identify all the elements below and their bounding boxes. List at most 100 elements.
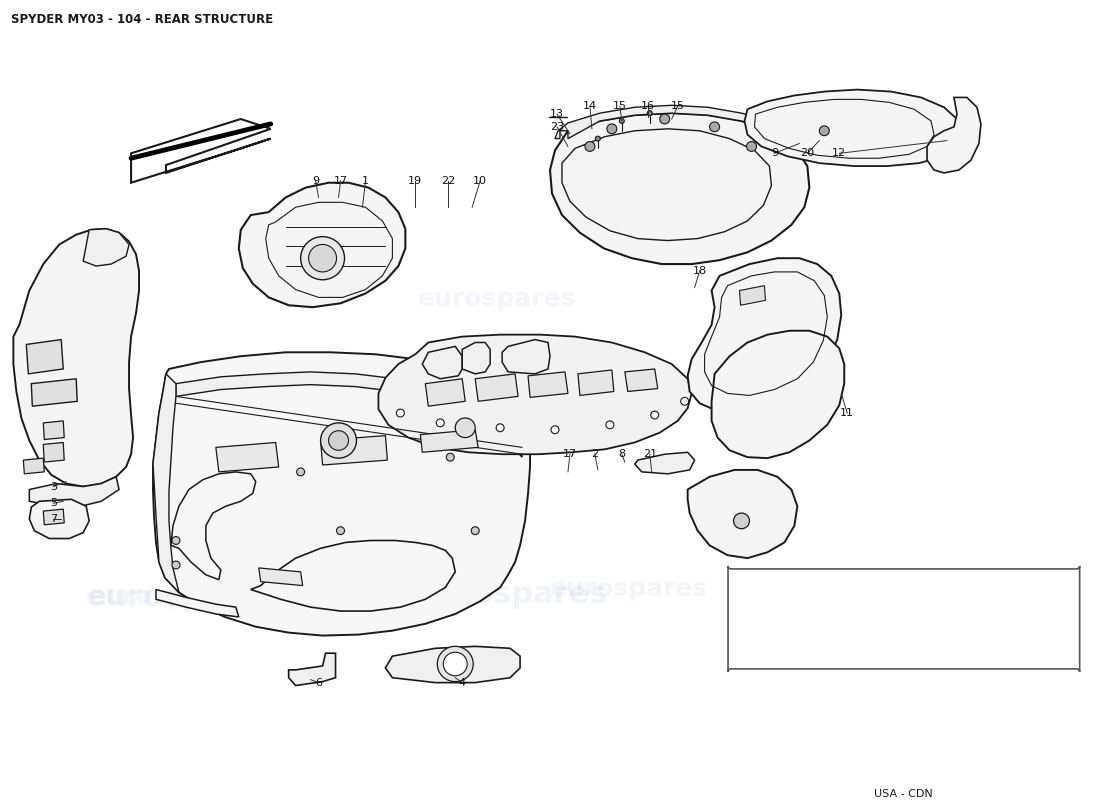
Text: 16: 16 <box>641 102 654 111</box>
Polygon shape <box>556 106 780 138</box>
Text: 17: 17 <box>563 450 578 459</box>
Text: 4: 4 <box>459 678 465 688</box>
Text: 10: 10 <box>473 176 487 186</box>
Circle shape <box>585 142 595 151</box>
Circle shape <box>496 424 504 432</box>
Polygon shape <box>420 430 478 452</box>
Circle shape <box>647 110 652 115</box>
Text: 21: 21 <box>642 450 657 459</box>
Circle shape <box>396 409 405 417</box>
Polygon shape <box>739 286 766 306</box>
Polygon shape <box>635 452 694 474</box>
Circle shape <box>438 646 473 682</box>
Circle shape <box>660 114 670 124</box>
Polygon shape <box>84 229 129 266</box>
Text: 9: 9 <box>312 176 319 186</box>
Circle shape <box>747 142 757 151</box>
Text: 7: 7 <box>50 514 57 524</box>
FancyBboxPatch shape <box>728 566 1080 672</box>
Text: 22: 22 <box>441 176 455 186</box>
Circle shape <box>471 526 480 534</box>
Circle shape <box>619 118 625 123</box>
Polygon shape <box>153 352 530 635</box>
Polygon shape <box>43 509 64 525</box>
Circle shape <box>595 136 601 141</box>
Polygon shape <box>528 372 568 398</box>
Circle shape <box>320 423 356 458</box>
Polygon shape <box>378 334 692 454</box>
Circle shape <box>447 454 454 461</box>
Polygon shape <box>625 369 658 391</box>
Text: 2: 2 <box>592 450 598 459</box>
Circle shape <box>309 245 337 272</box>
Polygon shape <box>462 342 491 374</box>
Polygon shape <box>385 646 520 682</box>
Text: 11: 11 <box>840 408 855 418</box>
Circle shape <box>172 561 180 569</box>
Polygon shape <box>156 590 239 617</box>
Circle shape <box>337 526 344 534</box>
Text: 18: 18 <box>693 266 706 276</box>
Text: 20: 20 <box>801 148 814 158</box>
Polygon shape <box>216 442 278 472</box>
Polygon shape <box>30 499 89 538</box>
Text: eurospares: eurospares <box>89 586 248 610</box>
Polygon shape <box>176 372 522 457</box>
Circle shape <box>300 237 344 280</box>
Text: 14: 14 <box>583 102 597 111</box>
Polygon shape <box>745 90 961 166</box>
Circle shape <box>551 426 559 434</box>
Polygon shape <box>475 374 518 402</box>
Polygon shape <box>550 113 810 264</box>
Polygon shape <box>426 378 465 406</box>
Text: eurospares: eurospares <box>418 421 576 445</box>
Circle shape <box>820 126 829 136</box>
Text: eurospares: eurospares <box>416 580 608 609</box>
Polygon shape <box>23 458 44 474</box>
Circle shape <box>681 398 689 406</box>
Polygon shape <box>30 477 119 506</box>
Circle shape <box>651 411 659 419</box>
Text: eurospares: eurospares <box>86 583 278 612</box>
Polygon shape <box>320 436 387 465</box>
Text: SPYDER MY03 - 104 - REAR STRUCTURE: SPYDER MY03 - 104 - REAR STRUCTURE <box>11 13 274 26</box>
Polygon shape <box>688 258 842 413</box>
Text: 15: 15 <box>671 102 684 111</box>
Text: eurospares: eurospares <box>550 578 708 602</box>
Polygon shape <box>502 339 550 374</box>
Polygon shape <box>422 346 462 378</box>
Circle shape <box>437 419 444 426</box>
Text: 1: 1 <box>362 176 369 186</box>
Polygon shape <box>43 442 64 462</box>
Polygon shape <box>258 568 303 586</box>
Polygon shape <box>688 470 798 558</box>
Polygon shape <box>712 330 845 458</box>
Polygon shape <box>578 370 614 395</box>
Text: 9: 9 <box>771 148 778 158</box>
Polygon shape <box>26 339 63 374</box>
Polygon shape <box>927 98 981 173</box>
Polygon shape <box>43 421 64 439</box>
Circle shape <box>606 421 614 429</box>
Circle shape <box>734 513 749 529</box>
Text: 13: 13 <box>550 109 564 119</box>
Circle shape <box>172 537 180 545</box>
Text: 15: 15 <box>613 102 627 111</box>
Text: 23: 23 <box>550 122 564 132</box>
Circle shape <box>710 122 719 132</box>
Text: eurospares: eurospares <box>385 418 578 447</box>
Circle shape <box>329 430 349 450</box>
Polygon shape <box>153 374 179 593</box>
Circle shape <box>607 124 617 134</box>
Polygon shape <box>131 119 271 182</box>
Polygon shape <box>13 229 139 486</box>
Text: 5: 5 <box>50 498 57 508</box>
Polygon shape <box>288 654 336 686</box>
Text: 8: 8 <box>618 450 626 459</box>
Polygon shape <box>31 378 77 406</box>
Text: eurospares: eurospares <box>418 287 576 311</box>
Text: USA - CDN: USA - CDN <box>874 790 933 799</box>
Circle shape <box>297 468 305 476</box>
Text: 19: 19 <box>408 176 422 186</box>
Text: 17: 17 <box>333 176 348 186</box>
